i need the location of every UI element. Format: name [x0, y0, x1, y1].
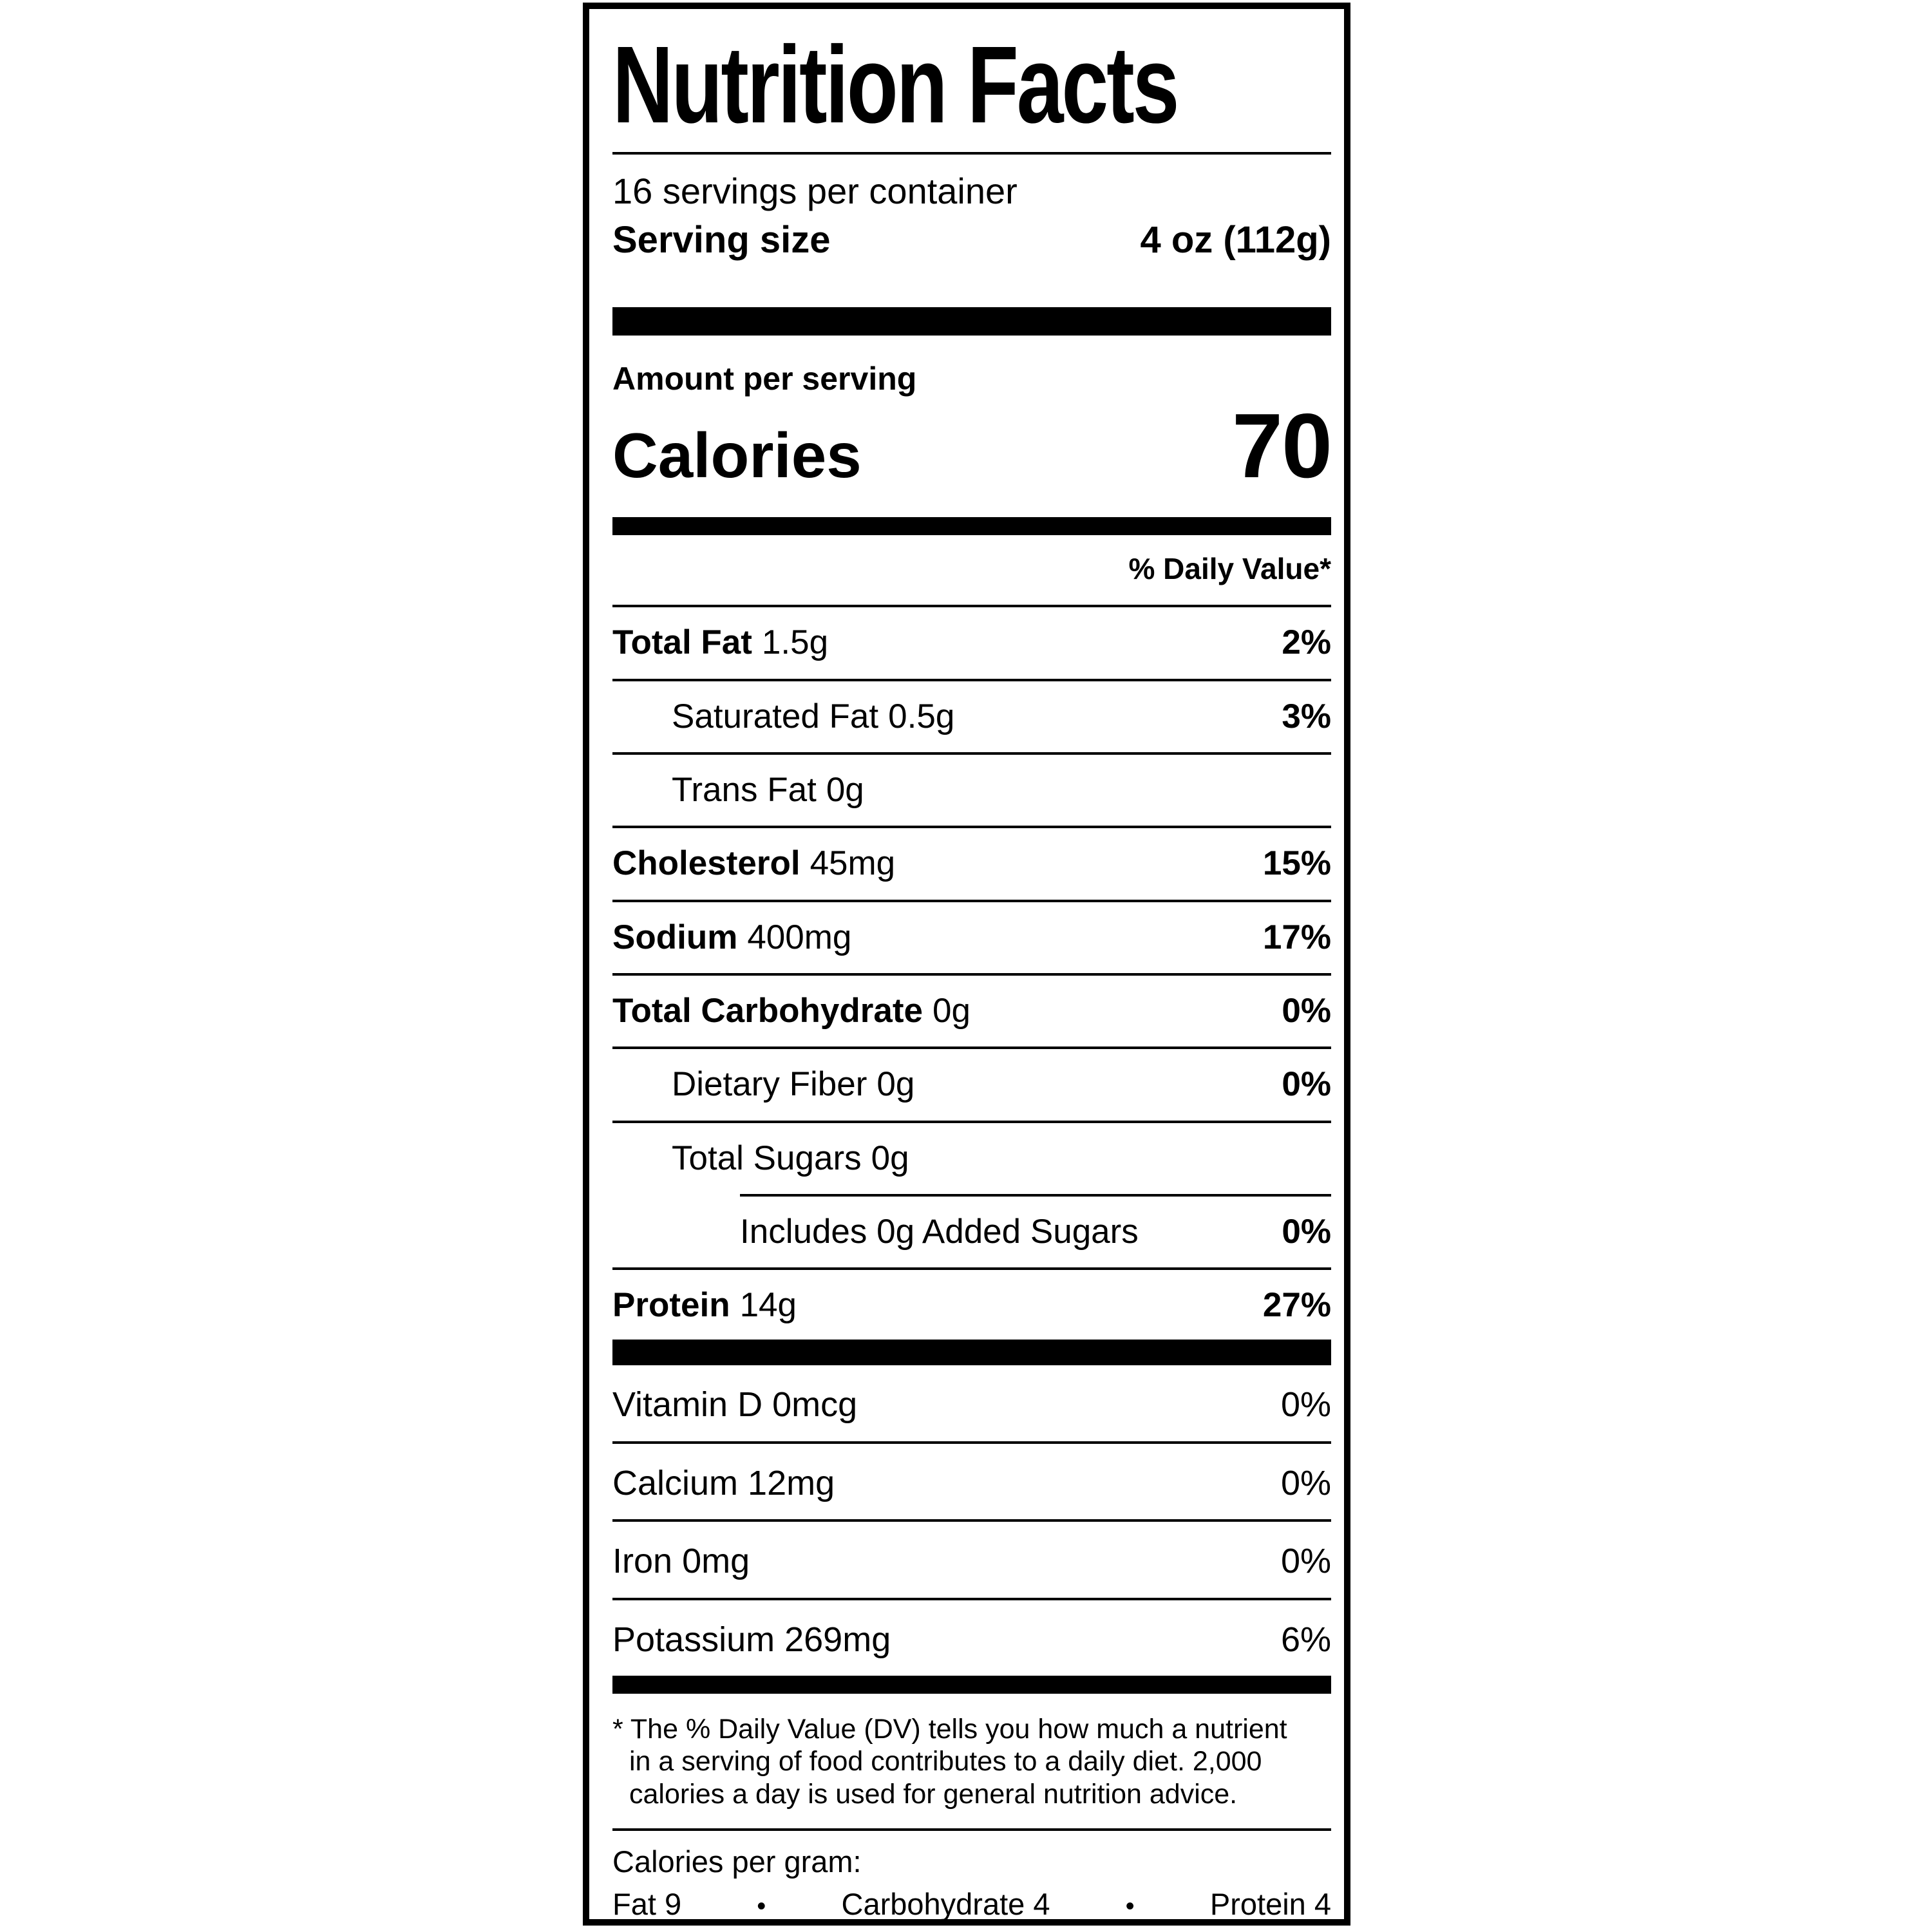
nutrient-dv: 0% — [1280, 1463, 1331, 1502]
calories-row: Calories 70 — [612, 394, 1332, 498]
nutrient-row-trans-fat: Trans Fat 0g — [612, 752, 1331, 826]
nutrient-name: Trans Fat — [672, 771, 817, 810]
nutrient-dv: 15% — [1262, 844, 1331, 883]
nutrient-dv: 0% — [1282, 991, 1331, 1030]
nutrient-name: Protein — [612, 1286, 730, 1325]
nutrient-amount: 269mg — [784, 1620, 891, 1659]
daily-value-header: % Daily Value* — [1128, 552, 1332, 586]
nutrient-name: Total Sugars — [672, 1139, 862, 1177]
label-title: Nutrition Facts — [612, 24, 1179, 146]
nutrient-row-added-sugars: Includes 0g Added Sugars 0% — [612, 1197, 1331, 1267]
nutrient-amount: 0g — [876, 1065, 915, 1104]
nutrient-name: Potassium — [612, 1620, 775, 1659]
nutrient-dv: 6% — [1280, 1620, 1331, 1659]
thick-bar — [612, 307, 1331, 336]
daily-value-footnote: * The % Daily Value (DV) tells you how m… — [612, 1694, 1331, 1828]
nutrient-dv: 0% — [1280, 1385, 1331, 1425]
cpg-fat: Fat 9 — [612, 1886, 682, 1921]
nutrient-dv: 0% — [1282, 1212, 1331, 1251]
nutrient-dv: 2% — [1282, 623, 1331, 662]
nutrient-name: Includes 0g Added Sugars — [740, 1212, 1139, 1251]
calories-value: 70 — [1232, 394, 1332, 497]
thick-bar — [612, 1676, 1331, 1694]
thick-bar — [612, 517, 1331, 536]
serving-size-value: 4 oz (112g) — [1140, 219, 1331, 261]
cpg-carbohydrate: Carbohydrate 4 — [841, 1886, 1050, 1921]
nutrient-name: Sodium — [612, 918, 738, 956]
nutrient-amount: 0mg — [682, 1542, 750, 1581]
nutrient-dv: 3% — [1282, 697, 1331, 735]
indented-divider — [740, 1193, 1331, 1197]
nutrient-amount: 12mg — [748, 1463, 835, 1502]
nutrient-amount: 14g — [739, 1286, 797, 1325]
nutrient-row-protein: Protein 14g 27% — [612, 1267, 1331, 1340]
amount-per-serving: Amount per serving — [612, 360, 917, 397]
nutrient-amount: 45mg — [810, 844, 896, 883]
nutrient-dv: 0% — [1282, 1065, 1331, 1104]
nutrient-dv: 27% — [1262, 1286, 1331, 1325]
nutrient-name: Total Carbohydrate — [612, 991, 923, 1030]
nutrient-dv: 17% — [1262, 918, 1331, 956]
divider — [612, 151, 1331, 155]
calories-label: Calories — [612, 419, 862, 491]
serving-size-row: Serving size 4 oz (112g) — [612, 220, 1331, 261]
nutrient-amount: 0.5g — [888, 697, 955, 735]
nutrient-name: Saturated Fat — [672, 697, 879, 735]
micronutrient-row-potassium: Potassium 269mg 6% — [612, 1597, 1331, 1676]
nutrient-amount: 0g — [932, 991, 971, 1030]
nutrient-name: Vitamin D — [612, 1385, 763, 1425]
nutrient-name: Calcium — [612, 1463, 739, 1502]
nutrient-row-dietary-fiber: Dietary Fiber 0g 0% — [612, 1046, 1331, 1120]
nutrient-row-total-sugars: Total Sugars 0g — [612, 1120, 1331, 1194]
bullet-separator: • — [757, 1891, 766, 1920]
nutrient-amount: 400mg — [747, 918, 852, 956]
cpg-protein: Protein 4 — [1209, 1886, 1331, 1921]
footnote-line: calories a day is used for general nutri… — [629, 1778, 1238, 1810]
nutrient-row-cholesterol: Cholesterol 45mg 15% — [612, 826, 1331, 899]
nutrient-name: Dietary Fiber — [672, 1065, 867, 1104]
thick-bar — [612, 1340, 1331, 1366]
nutrient-row-saturated-fat: Saturated Fat 0.5g 3% — [612, 678, 1331, 752]
nutrient-name: Cholesterol — [612, 844, 800, 883]
nutrition-facts-label: Nutrition Facts 16 servings per containe… — [583, 3, 1350, 1926]
divider — [612, 1828, 1331, 1831]
nutrient-name: Total Fat — [612, 623, 752, 662]
nutrient-row-total-carbohydrate: Total Carbohydrate 0g 0% — [612, 972, 1331, 1046]
nutrient-amount: 0g — [871, 1139, 909, 1177]
calories-per-gram-values: Fat 9 • Carbohydrate 4 • Protein 4 — [612, 1886, 1331, 1921]
footnote-line: * The % Daily Value (DV) tells you how m… — [612, 1714, 1287, 1745]
micronutrient-row-iron: Iron 0mg 0% — [612, 1519, 1331, 1597]
servings-per-container: 16 servings per container — [612, 170, 1018, 211]
calories-per-gram-label: Calories per gram: — [612, 1844, 862, 1879]
micronutrient-row-vitamin-d: Vitamin D 0mcg 0% — [612, 1365, 1331, 1441]
nutrient-row-total-fat: Total Fat 1.5g 2% — [612, 605, 1331, 678]
nutrient-dv: 0% — [1280, 1542, 1331, 1581]
nutrient-amount: 1.5g — [761, 623, 829, 662]
bullet-separator: • — [1125, 1891, 1135, 1920]
nutrient-name: Iron — [612, 1542, 673, 1581]
nutrient-amount: 0mcg — [772, 1385, 858, 1425]
footnote-line: in a serving of food contributes to a da… — [629, 1746, 1262, 1777]
serving-size-label: Serving size — [612, 219, 831, 261]
nutrient-row-sodium: Sodium 400mg 17% — [612, 899, 1331, 973]
micronutrient-row-calcium: Calcium 12mg 0% — [612, 1441, 1331, 1519]
nutrient-amount: 0g — [826, 771, 864, 810]
